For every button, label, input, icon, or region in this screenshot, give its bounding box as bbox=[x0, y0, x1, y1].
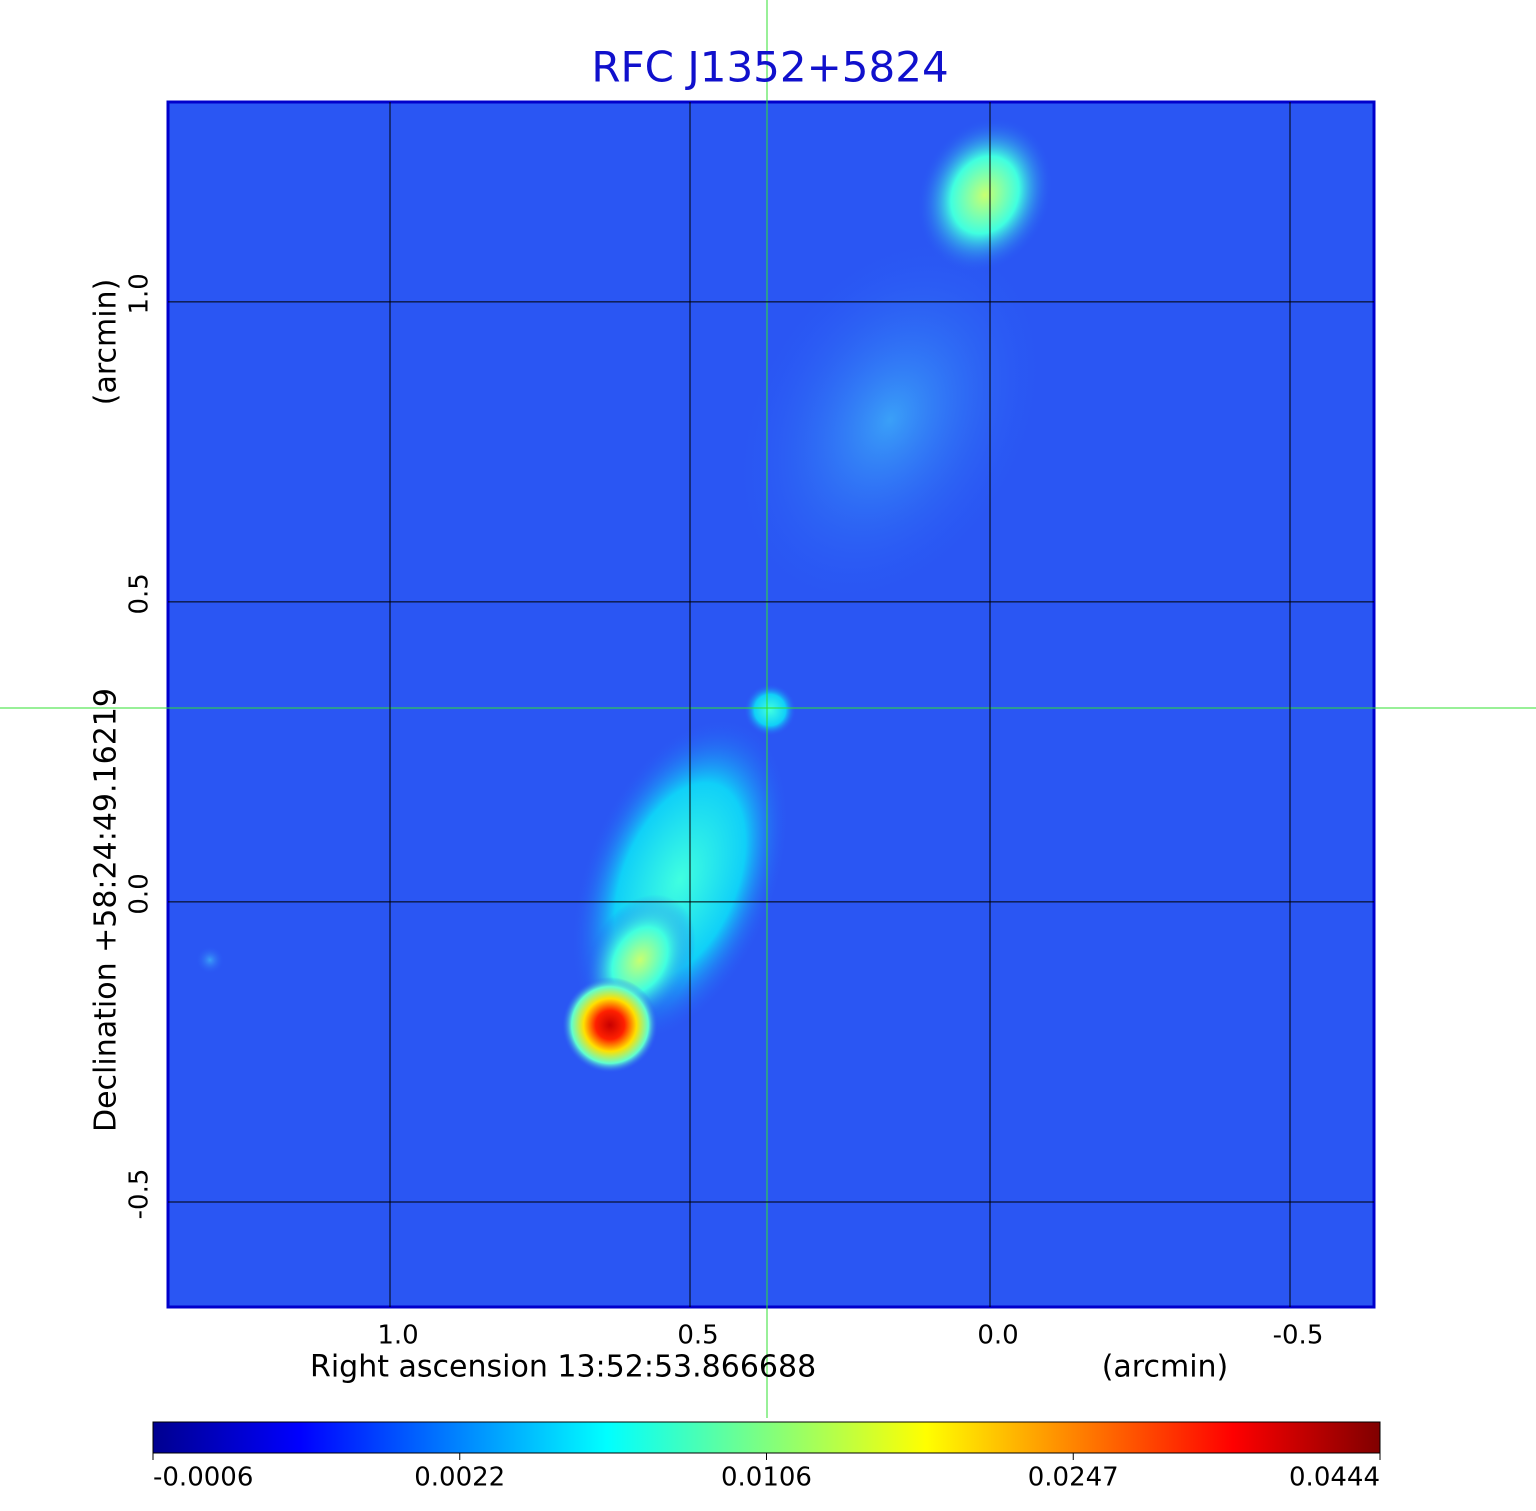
x-axis-label: Right ascension 13:52:53.866688 bbox=[310, 1350, 816, 1385]
y-axis-label: Declination +58:24:49.16219 bbox=[89, 688, 124, 1132]
colorbar-tick-label: 0.0444 bbox=[1289, 1463, 1380, 1493]
colorbar-tick-label: 0.0106 bbox=[721, 1463, 812, 1493]
colorbar bbox=[152, 1421, 1381, 1454]
x-tick-label: 0.5 bbox=[677, 1321, 718, 1351]
x-axis-unit: (arcmin) bbox=[1102, 1350, 1229, 1385]
y-axis-unit: (arcmin) bbox=[89, 279, 124, 406]
sky-image bbox=[168, 102, 1374, 1307]
colorbar-tick-label: 0.0022 bbox=[414, 1463, 505, 1493]
y-tick-label: 0.5 bbox=[125, 573, 155, 614]
plot-frame bbox=[166, 100, 1376, 1309]
colorbar-tick-label: 0.0247 bbox=[1028, 1463, 1119, 1493]
colorbar-tick-label: -0.0006 bbox=[153, 1463, 253, 1493]
y-tick-label: -0.5 bbox=[125, 1169, 155, 1220]
x-tick-label: 1.0 bbox=[377, 1321, 418, 1351]
y-tick-label: 0.0 bbox=[125, 873, 155, 914]
y-tick-label: 1.0 bbox=[125, 273, 155, 314]
x-tick-label: 0.0 bbox=[977, 1321, 1018, 1351]
chart-title: RFC J1352+5824 bbox=[591, 43, 948, 92]
x-tick-label: -0.5 bbox=[1273, 1321, 1324, 1351]
